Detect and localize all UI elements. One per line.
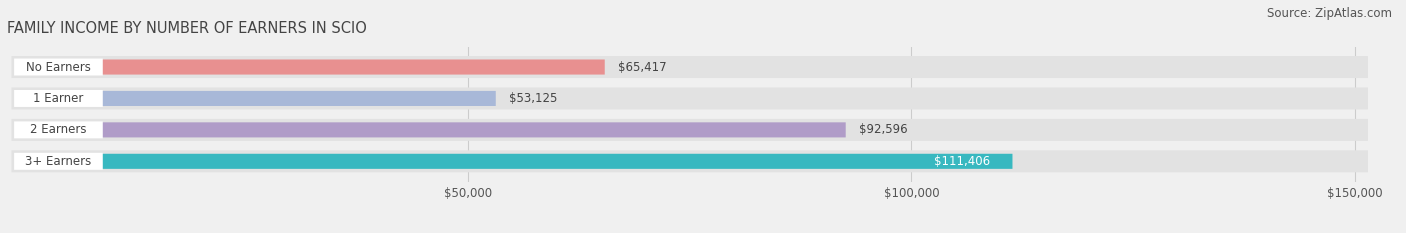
Text: $92,596: $92,596 bbox=[859, 123, 908, 136]
FancyBboxPatch shape bbox=[11, 150, 1368, 172]
Text: $111,406: $111,406 bbox=[934, 155, 990, 168]
FancyBboxPatch shape bbox=[25, 122, 845, 137]
Text: 2 Earners: 2 Earners bbox=[30, 123, 87, 136]
FancyBboxPatch shape bbox=[11, 87, 1368, 110]
FancyBboxPatch shape bbox=[14, 58, 103, 75]
FancyBboxPatch shape bbox=[14, 90, 103, 107]
FancyBboxPatch shape bbox=[14, 153, 103, 170]
FancyBboxPatch shape bbox=[25, 154, 1012, 169]
FancyBboxPatch shape bbox=[25, 59, 605, 75]
FancyBboxPatch shape bbox=[11, 56, 1368, 78]
FancyBboxPatch shape bbox=[25, 91, 496, 106]
Text: 3+ Earners: 3+ Earners bbox=[25, 155, 91, 168]
FancyBboxPatch shape bbox=[11, 119, 1368, 141]
Text: FAMILY INCOME BY NUMBER OF EARNERS IN SCIO: FAMILY INCOME BY NUMBER OF EARNERS IN SC… bbox=[7, 21, 367, 36]
Text: $53,125: $53,125 bbox=[509, 92, 557, 105]
Text: $65,417: $65,417 bbox=[619, 61, 666, 74]
FancyBboxPatch shape bbox=[14, 121, 103, 138]
Text: 1 Earner: 1 Earner bbox=[34, 92, 83, 105]
Text: Source: ZipAtlas.com: Source: ZipAtlas.com bbox=[1267, 7, 1392, 20]
Text: No Earners: No Earners bbox=[27, 61, 91, 74]
